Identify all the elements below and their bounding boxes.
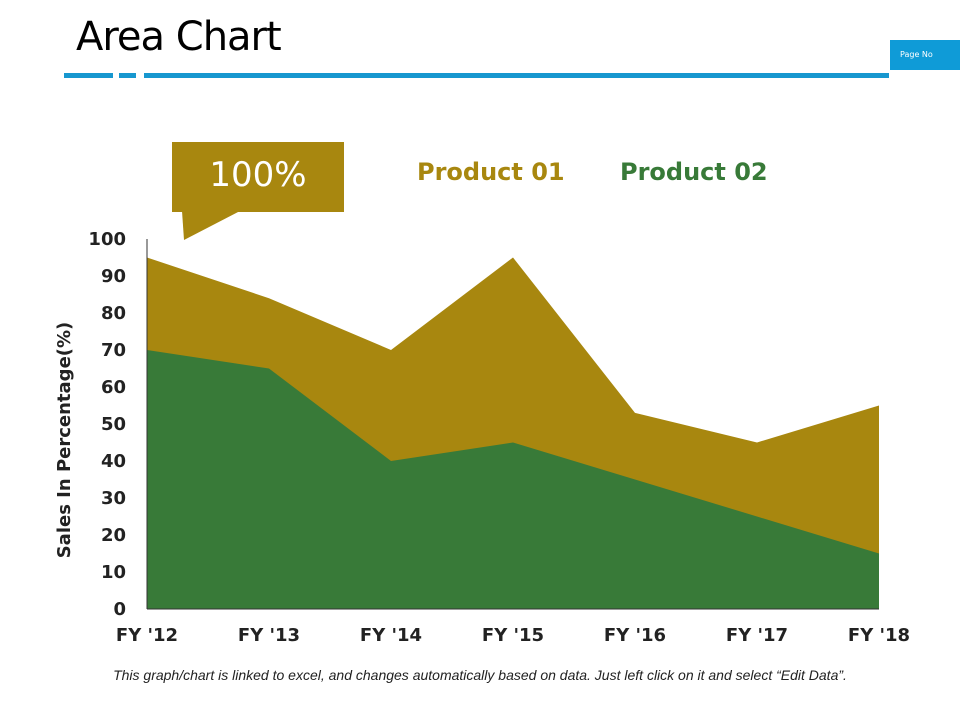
y-tick-label: 0 [113, 599, 126, 620]
x-tick-label: FY '13 [238, 625, 300, 646]
footer-note: This graph/chart is linked to excel, and… [113, 667, 847, 683]
page-title: Area Chart [76, 14, 282, 60]
accent-divider [144, 73, 889, 78]
accent-divider [119, 73, 136, 78]
y-tick-label: 100 [88, 229, 126, 250]
x-tick-label: FY '17 [726, 625, 788, 646]
x-tick-label: FY '14 [360, 625, 422, 646]
y-axis-label: Sales In Percentage(%) [54, 322, 75, 559]
callout-pointer [182, 211, 240, 240]
y-tick-label: 50 [101, 414, 126, 435]
y-tick-label: 30 [101, 488, 126, 509]
x-tick-label: FY '18 [848, 625, 910, 646]
area-product-02 [147, 350, 879, 609]
x-tick-label: FY '12 [116, 625, 178, 646]
x-tick-label: FY '15 [482, 625, 544, 646]
x-tick-label: FY '16 [604, 625, 666, 646]
legend-product-02: Product 02 [620, 158, 768, 186]
callout-box: 100% [172, 142, 344, 212]
y-tick-label: 10 [101, 562, 126, 583]
y-tick-label: 90 [101, 266, 126, 287]
y-tick-label: 70 [101, 340, 126, 361]
y-tick-label: 80 [101, 303, 126, 324]
page-number-badge: Page No [890, 40, 960, 70]
y-tick-label: 40 [101, 451, 126, 472]
legend-product-01: Product 01 [417, 158, 565, 186]
accent-divider [64, 73, 113, 78]
y-tick-label: 60 [101, 377, 126, 398]
y-tick-label: 20 [101, 525, 126, 546]
